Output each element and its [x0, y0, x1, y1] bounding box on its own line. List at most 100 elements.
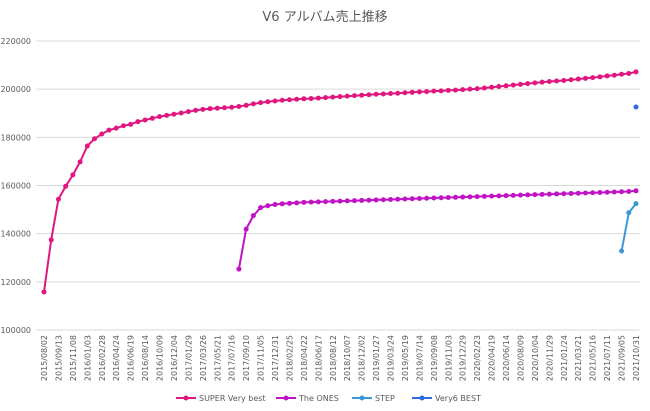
data-point — [308, 199, 314, 205]
data-point — [395, 196, 401, 202]
data-point — [373, 197, 379, 203]
data-point — [467, 86, 473, 92]
data-point — [366, 197, 372, 203]
gridlines — [36, 40, 640, 331]
legend-item: Very6 BEST — [412, 394, 481, 403]
data-point — [380, 197, 386, 203]
legend-point-marker — [283, 395, 289, 401]
x-tick-label: 2016/10/09 — [156, 335, 165, 381]
y-tick-label: 220000 — [0, 37, 31, 46]
data-point — [77, 159, 83, 165]
data-point — [525, 81, 531, 87]
legend-label: STEP — [375, 394, 395, 403]
data-point — [431, 88, 437, 94]
data-point — [517, 192, 523, 198]
data-point — [315, 199, 321, 205]
data-point — [149, 115, 155, 121]
x-tick-label: 2021/03/21 — [574, 335, 583, 381]
data-point — [467, 194, 473, 200]
data-point — [438, 88, 444, 94]
x-tick-label: 2015/11/08 — [69, 335, 78, 381]
data-point — [619, 71, 625, 77]
data-point — [460, 194, 466, 200]
data-point — [142, 117, 148, 123]
data-point — [301, 96, 307, 102]
data-point — [279, 97, 285, 103]
data-point — [633, 188, 639, 194]
data-point — [532, 80, 538, 86]
legend-point-marker — [183, 395, 189, 401]
data-point — [258, 100, 264, 106]
data-point — [229, 104, 235, 110]
x-tick-label: 2018/12/02 — [358, 335, 367, 381]
data-point — [474, 86, 480, 92]
data-point — [503, 83, 509, 89]
data-point — [626, 210, 632, 216]
data-point — [243, 226, 249, 232]
x-tick-label: 2021/10/31 — [632, 335, 641, 381]
x-tick-label: 2016/08/14 — [141, 335, 150, 381]
x-tick-label: 2021/01/24 — [560, 335, 569, 381]
x-tick-label: 2021/07/11 — [603, 335, 612, 381]
data-point — [460, 87, 466, 93]
legend-label: The ONES — [298, 394, 339, 403]
series-the-ones — [236, 188, 639, 272]
legend: SUPER Very best The ONES STEP Very6 BEST — [176, 394, 481, 403]
data-point — [481, 85, 487, 91]
data-point — [214, 105, 220, 111]
data-point — [323, 199, 329, 205]
data-point — [92, 136, 98, 142]
data-point — [416, 89, 422, 95]
data-point — [546, 78, 552, 84]
data-point — [279, 201, 285, 207]
data-point — [525, 192, 531, 198]
data-point — [171, 111, 177, 117]
data-point — [373, 91, 379, 97]
data-point — [561, 191, 567, 197]
data-point — [416, 196, 422, 202]
data-point — [70, 172, 76, 178]
data-point — [424, 89, 430, 95]
legend-point-marker — [419, 395, 425, 401]
data-point — [604, 189, 610, 195]
data-point — [582, 190, 588, 196]
data-point — [633, 104, 639, 110]
x-tick-label: 2016/12/04 — [170, 335, 179, 381]
x-tick-label: 2018/08/12 — [329, 335, 338, 381]
data-point — [575, 76, 581, 82]
data-point — [503, 193, 509, 199]
data-point — [532, 192, 538, 198]
x-tick-label: 2021/05/16 — [589, 335, 598, 381]
data-point — [250, 213, 256, 219]
data-point — [120, 123, 126, 129]
data-point — [113, 125, 119, 131]
data-point — [575, 190, 581, 196]
data-point — [221, 105, 227, 111]
x-tick-label: 2019/09/08 — [430, 335, 439, 381]
x-tick-label: 2016/02/28 — [98, 335, 107, 381]
data-point — [582, 75, 588, 81]
legend-point-marker — [359, 395, 365, 401]
data-point — [106, 127, 112, 133]
data-point — [409, 89, 415, 95]
data-point — [48, 237, 54, 243]
data-point — [236, 266, 242, 272]
y-tick-label: 140000 — [0, 230, 31, 239]
data-point — [55, 196, 61, 202]
data-point — [337, 94, 343, 100]
data-point — [265, 99, 271, 105]
x-tick-label: 2018/04/22 — [300, 335, 309, 381]
data-point — [496, 193, 502, 199]
data-point — [402, 90, 408, 96]
data-point — [597, 189, 603, 195]
data-point — [539, 191, 545, 197]
legend-label: SUPER Very best — [199, 394, 266, 403]
data-point — [424, 195, 430, 201]
data-point — [604, 73, 610, 79]
data-point — [200, 106, 206, 112]
data-point — [539, 79, 545, 85]
series-very6-best — [633, 104, 639, 110]
data-point — [135, 119, 141, 125]
x-tick-label: 2019/11/03 — [444, 335, 453, 381]
y-tick-label: 180000 — [0, 133, 31, 142]
